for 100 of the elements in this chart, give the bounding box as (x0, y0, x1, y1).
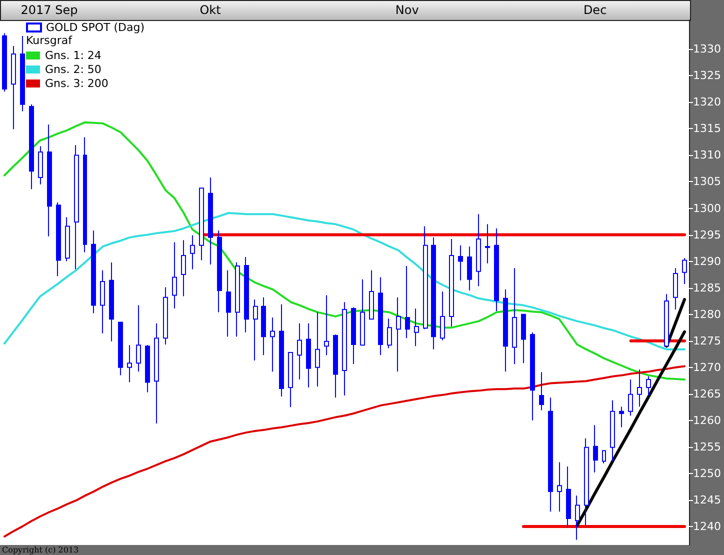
candlestick (65, 216, 70, 262)
y-tick-label: 1320 (693, 96, 722, 109)
candlestick (226, 270, 231, 338)
y-tick-label: 1255 (693, 440, 722, 454)
candlestick (324, 294, 329, 356)
candlestick (387, 318, 392, 349)
candlestick (360, 278, 365, 346)
candlestick (440, 291, 445, 341)
candlestick (423, 226, 428, 330)
candlestick (109, 262, 114, 342)
line-series (3, 365, 686, 538)
candlestick (235, 262, 240, 338)
y-tick-label: 1250 (693, 466, 722, 480)
candlestick (521, 314, 526, 364)
candlestick (56, 202, 61, 277)
candlestick (539, 372, 544, 411)
legend-label: Gns. 3: 200 (45, 77, 108, 90)
x-tick-label: Nov (395, 3, 419, 17)
x-tick-label: 2017 Sep (20, 3, 78, 17)
candlestick (494, 228, 499, 312)
candlestick (414, 308, 419, 347)
candlestick (74, 144, 79, 270)
candlestick (172, 242, 177, 309)
y-tick-label: 1240 (693, 520, 722, 533)
candlestick (378, 276, 383, 356)
candlestick (127, 344, 132, 383)
y-tick-label: 1315 (693, 122, 722, 136)
y-tick-label: 1270 (693, 360, 722, 374)
candlestick (217, 230, 222, 313)
x-tick-label: Okt (200, 3, 222, 17)
candlestick (261, 296, 266, 356)
legend-title: Kursgraf (26, 34, 74, 47)
candlestick (593, 424, 598, 473)
candlestick (673, 268, 678, 310)
x-tick-label: Dec (583, 3, 607, 17)
candlestick (458, 244, 463, 281)
candlestick (163, 286, 168, 346)
y-tick-label: 1290 (693, 254, 722, 268)
candlestick (199, 188, 204, 261)
candlestick (20, 35, 25, 112)
candlestick (369, 270, 374, 320)
candlestick (449, 238, 454, 328)
legend-label: GOLD SPOT (Dag) (46, 21, 145, 34)
candlestick (29, 104, 34, 190)
candlestick (431, 236, 436, 350)
candlestick (619, 406, 624, 428)
candlestick (190, 234, 195, 270)
candlestick (11, 45, 16, 130)
candlestick (342, 302, 347, 396)
candlestick (351, 306, 356, 365)
candlestick (270, 317, 275, 372)
candlestick (47, 124, 52, 237)
y-tick-label: 1275 (693, 334, 722, 348)
y-tick-label: 1325 (693, 69, 722, 82)
candlestick (154, 322, 159, 424)
candlestick (136, 304, 141, 372)
candlestick (91, 230, 96, 314)
y-tick-label: 1280 (693, 308, 722, 321)
y-tick-label: 1295 (693, 228, 722, 242)
y-tick-label: 1305 (693, 175, 722, 188)
candlestick (602, 450, 606, 464)
candlestick (575, 495, 580, 540)
legend-label: Gns. 1: 24 (45, 49, 102, 62)
candlestick (664, 294, 669, 347)
candlestick (628, 379, 633, 416)
candlestick (118, 322, 123, 376)
candlestick (333, 334, 338, 398)
legend-label: Gns. 2: 50 (45, 63, 102, 76)
line-series (3, 121, 686, 381)
y-tick-label: 1260 (693, 414, 722, 427)
candlestick (584, 438, 589, 526)
candlestick (279, 304, 284, 398)
candlestick (548, 397, 553, 512)
candlestick (208, 177, 213, 265)
candlestick (181, 240, 186, 297)
candlestick (405, 266, 410, 339)
candlestick (610, 400, 615, 462)
y-tick-label: 1310 (693, 148, 722, 162)
candlestick (244, 256, 249, 333)
candlestick (485, 224, 490, 264)
candlestick (396, 296, 401, 372)
text: Copyright (c) 2013 (2, 546, 79, 554)
candlestick (288, 352, 293, 408)
candlestick (503, 288, 508, 372)
candlestick (297, 322, 302, 380)
y-tick-label: 1300 (693, 202, 722, 215)
candlestick (253, 298, 258, 361)
candlestick (38, 146, 43, 185)
candlestick (100, 270, 105, 334)
y-tick-label: 1245 (693, 493, 722, 506)
candlestick (557, 462, 562, 512)
candlestick (512, 268, 517, 365)
candlestick (566, 466, 571, 528)
candlestick (646, 376, 651, 396)
candlestick (306, 322, 311, 388)
line-series (3, 212, 686, 350)
candlestick (476, 214, 481, 287)
candlestick (2, 32, 7, 92)
candlestick (83, 136, 87, 253)
candlestick (145, 344, 150, 393)
